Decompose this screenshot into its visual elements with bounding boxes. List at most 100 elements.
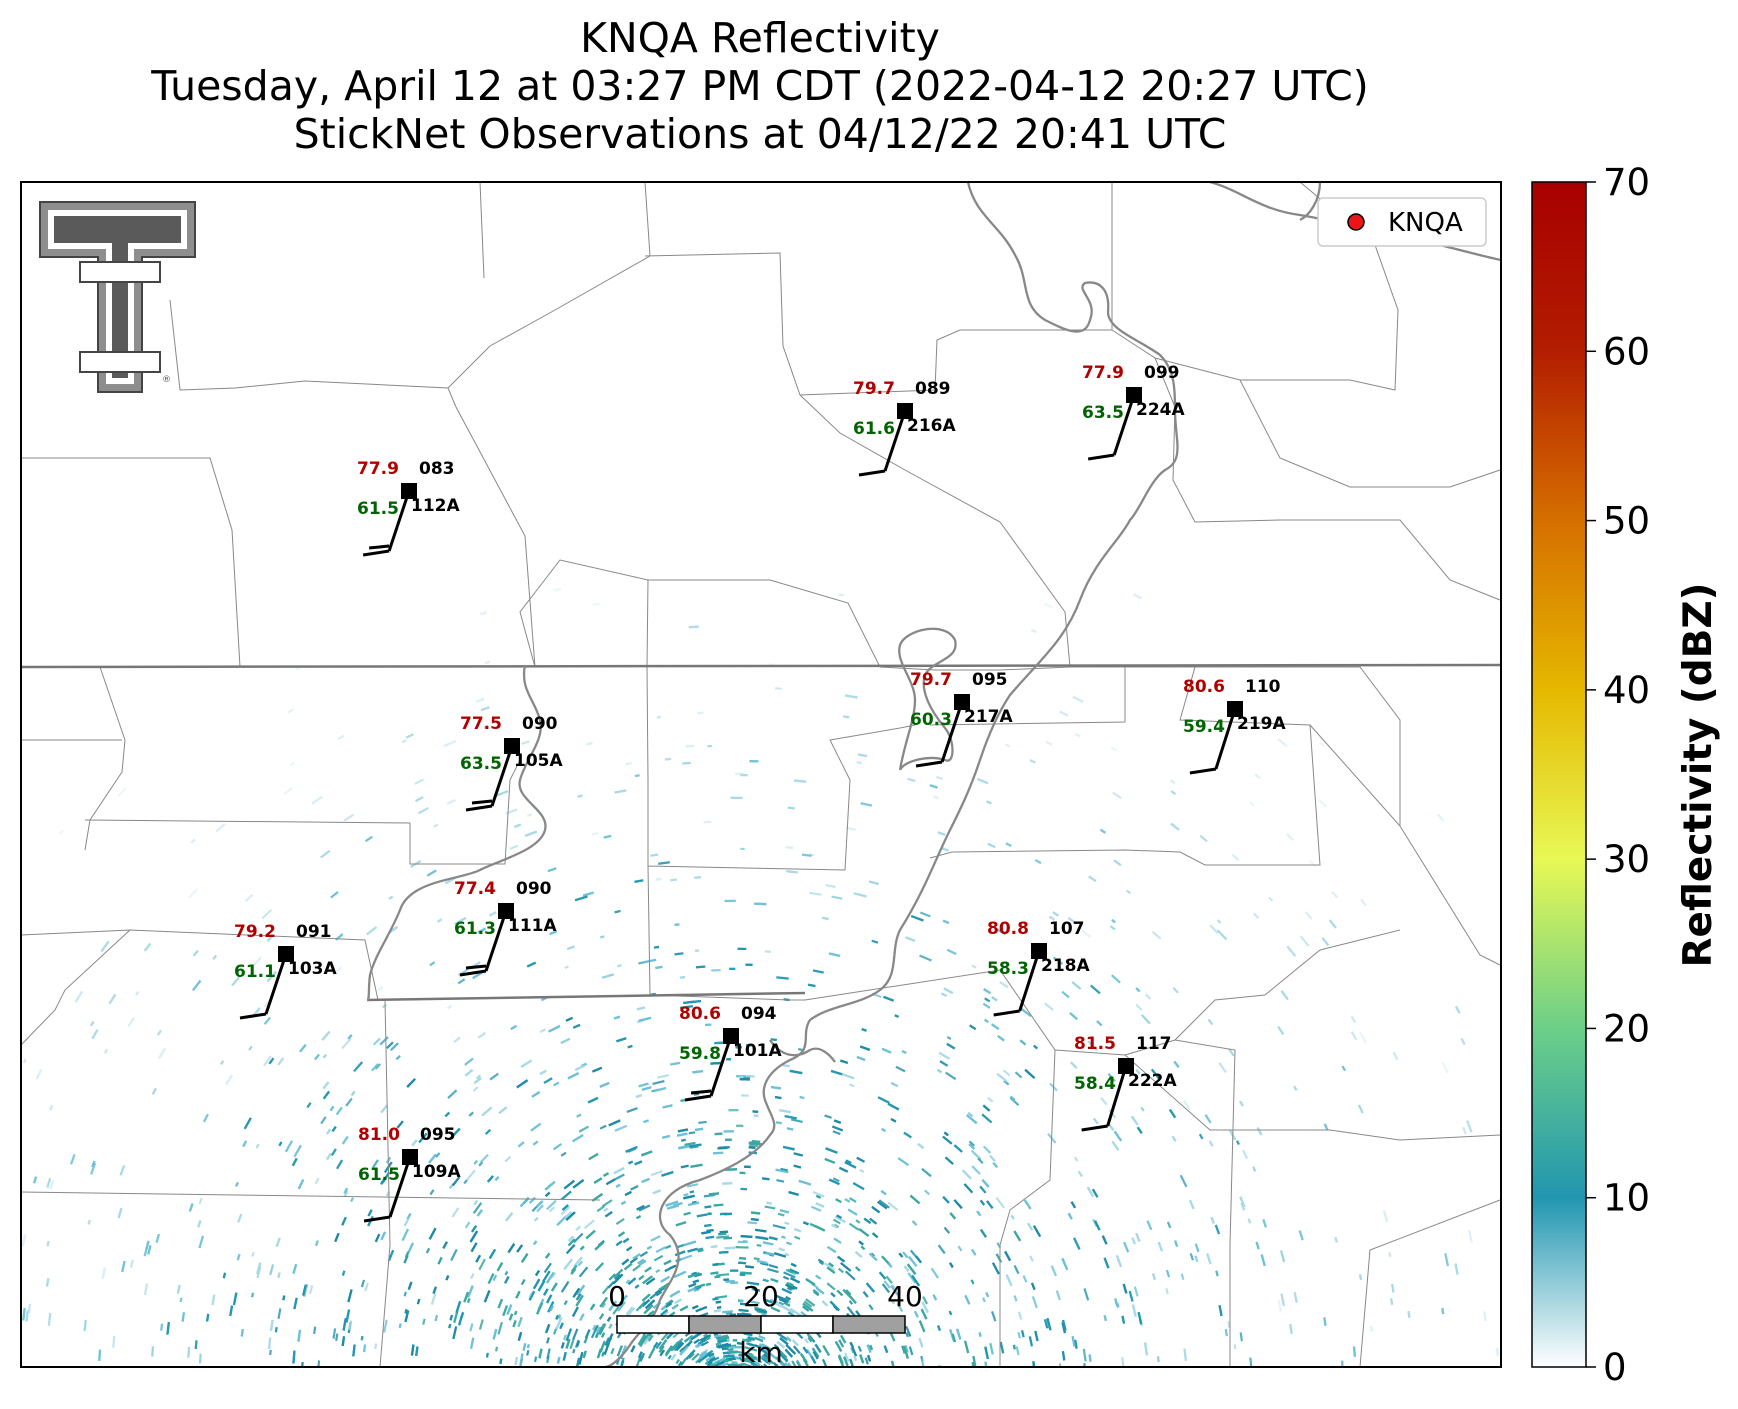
echo-gate	[341, 1135, 349, 1145]
echo-gate	[534, 1270, 540, 1277]
echo-gate	[1135, 987, 1141, 993]
echo-gate	[350, 1197, 354, 1203]
echo-gate	[1055, 1290, 1061, 1301]
echo-gate	[299, 1043, 307, 1053]
echo-gate	[556, 1215, 568, 1226]
echo-gate	[773, 1252, 787, 1258]
echo-gate	[641, 1177, 650, 1184]
echo-gate	[466, 1169, 476, 1181]
echo-gate	[571, 1306, 579, 1318]
echo-gate	[1100, 1097, 1108, 1106]
echo-gate	[579, 1245, 585, 1251]
echo-gate	[877, 1200, 888, 1210]
echo-gate	[582, 891, 594, 897]
echo-gate	[831, 1125, 844, 1132]
echo-gate	[785, 1295, 791, 1301]
echo-gate	[987, 842, 996, 849]
echo-gate	[1019, 1039, 1027, 1046]
echo-gate	[695, 1357, 702, 1364]
legend-box[interactable]: KNQA	[1317, 197, 1487, 247]
echo-gate	[636, 1006, 646, 1011]
echo-gate	[428, 1153, 437, 1164]
echo-gate	[676, 1132, 688, 1137]
echo-gate	[658, 1282, 670, 1291]
echo-gate	[815, 1274, 822, 1280]
echo-gate	[991, 1311, 997, 1322]
echo-gate	[1323, 1317, 1327, 1326]
echo-gate	[1224, 1328, 1228, 1337]
echo-gate	[971, 1248, 977, 1256]
echo-gate	[745, 1355, 755, 1361]
echo-gate	[553, 1081, 560, 1087]
echo-gate	[112, 1335, 116, 1348]
echo-gate	[737, 947, 747, 951]
echo-gate	[712, 1263, 719, 1266]
echo-gate	[1091, 1188, 1099, 1198]
echo-gate	[840, 1334, 847, 1344]
echo-gate	[758, 1335, 766, 1340]
echo-gate	[1441, 1308, 1445, 1315]
station-dewpoint: 61.6	[853, 419, 895, 439]
echo-gate	[546, 1337, 550, 1344]
echo-gate	[202, 1113, 209, 1123]
echo-gate	[1170, 790, 1177, 796]
echo-gate	[1002, 1069, 1011, 1077]
echo-gate	[619, 1294, 628, 1305]
echo-gate	[1231, 853, 1240, 862]
echo-gate	[616, 1037, 627, 1043]
echo-gate	[1013, 1265, 1020, 1275]
station-wind-direction: 099	[1144, 363, 1180, 383]
echo-gate	[576, 1284, 586, 1296]
echo-gate	[754, 902, 767, 906]
echo-gate	[1304, 911, 1313, 920]
echo-gate	[697, 1338, 707, 1346]
echo-gate	[738, 1257, 746, 1260]
echo-gate	[1133, 593, 1143, 600]
echo-gate	[680, 1005, 693, 1009]
echo-gate	[690, 1332, 702, 1341]
echo-gate	[740, 1187, 748, 1191]
echo-gate	[984, 1361, 989, 1367]
echo-gate	[589, 1303, 596, 1311]
echo-gate	[740, 773, 748, 777]
echo-gate	[389, 925, 399, 934]
echo-gate	[694, 876, 702, 879]
echo-gate	[746, 1044, 753, 1047]
echo-gate	[989, 1343, 994, 1355]
echo-gate	[625, 1145, 638, 1153]
echo-gate	[495, 1346, 499, 1352]
echo-gate	[695, 1305, 708, 1313]
echo-gate	[778, 1349, 788, 1359]
echo-gate	[560, 1206, 571, 1216]
echo-gate	[715, 1300, 721, 1304]
echo-gate	[832, 1218, 841, 1225]
echo-gate	[674, 923, 680, 926]
echo-gate	[485, 1129, 492, 1135]
echo-gate	[284, 1140, 294, 1153]
echo-gate	[789, 1268, 800, 1275]
echo-gate	[739, 1273, 746, 1277]
echo-gate	[1216, 929, 1228, 941]
echo-gate	[176, 1284, 181, 1294]
echo-gate	[157, 1047, 166, 1060]
echo-gate	[415, 1346, 419, 1356]
echo-gate	[1277, 1300, 1282, 1312]
echo-gate	[444, 1111, 451, 1118]
echo-gate	[1046, 1318, 1052, 1331]
echo-gate	[585, 1229, 596, 1240]
echo-gate	[603, 1207, 609, 1212]
echo-gate	[1256, 1127, 1263, 1136]
echo-gate	[685, 744, 694, 748]
